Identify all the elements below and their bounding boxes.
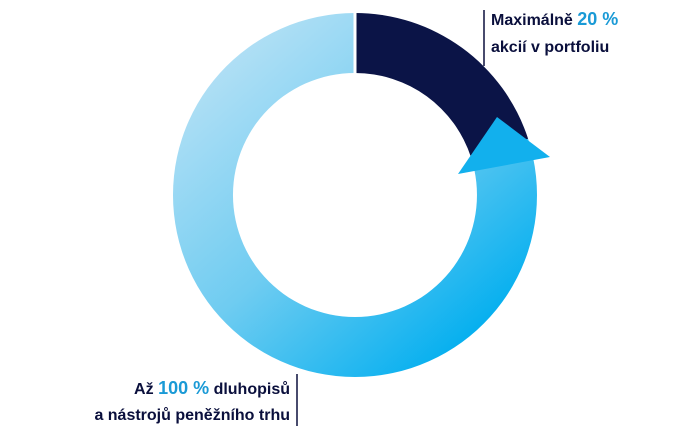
top-label-prefix: Maximálně [491,12,573,29]
equity-segment [355,13,529,158]
arrow-head [458,117,550,174]
bottom-label-value: 100 % [158,378,209,398]
bottom-label-prefix: Až [134,381,154,398]
bottom-label-line2: a nástrojů peněžního trhu [94,407,290,424]
top-label-line2: akcií v portfoliu [491,39,609,56]
bottom-label-line1: Až 100 % dluhopisů [134,378,290,398]
bond-segment [172,12,537,377]
top-label-value: 20 % [577,9,618,29]
top-label-line1: Maximálně 20 % [491,9,618,29]
bottom-label-suffix: dluhopisů [214,381,290,398]
